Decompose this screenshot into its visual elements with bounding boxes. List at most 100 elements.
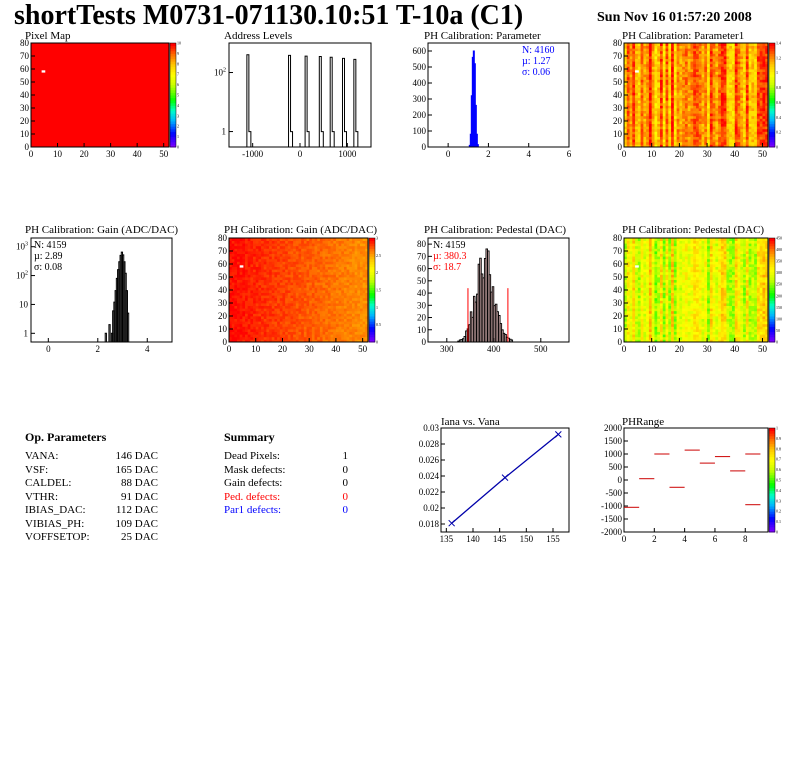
heatmap-cell — [263, 243, 267, 247]
heatmap-cell — [654, 43, 658, 46]
heatmap-cell — [333, 290, 337, 293]
heatmap-cell — [277, 274, 281, 278]
heatmap-cell — [682, 76, 686, 80]
heatmap-cell — [687, 144, 691, 148]
heatmap-cell — [646, 318, 650, 322]
y-tick-label: 70 — [417, 251, 427, 261]
heatmap-cell — [319, 329, 323, 332]
heatmap-cell — [234, 264, 238, 267]
heatmap-cell — [285, 287, 289, 291]
heatmap-cell — [643, 115, 647, 119]
heatmap-cell — [648, 84, 653, 88]
heatmap-cell — [327, 313, 331, 317]
heatmap-cell — [319, 258, 323, 262]
heatmap-cell — [745, 92, 750, 96]
heatmap-cell — [726, 139, 730, 143]
histogram-bin — [475, 133, 478, 147]
heatmap-cell — [679, 121, 683, 124]
heatmap-cell — [698, 105, 702, 109]
heatmap-cell — [359, 258, 364, 262]
y-tick-label: 20 — [218, 311, 228, 321]
heatmap-cell — [293, 300, 297, 304]
heatmap-cell — [239, 308, 243, 312]
heatmap-cell — [274, 336, 278, 340]
heatmap-cell — [624, 95, 628, 98]
heatmap-cell — [277, 245, 281, 249]
heatmap-cell — [632, 43, 636, 46]
histogram-fill — [506, 337, 508, 342]
heatmap-cell — [740, 110, 744, 114]
heatmap-cell — [640, 110, 644, 114]
colorbar-cell — [170, 66, 176, 70]
heatmap-cell — [723, 113, 727, 117]
colorbar-tick-label: 1.5 — [376, 288, 381, 293]
heatmap-cell — [723, 89, 727, 93]
heatmap-cell — [266, 256, 270, 260]
heatmap-cell — [732, 126, 736, 130]
heatmap-cell — [671, 84, 675, 88]
heatmap-cell — [693, 89, 697, 93]
heatmap-cell — [271, 284, 275, 288]
colorbar-cell — [369, 318, 375, 322]
heatmap-cell — [245, 326, 249, 330]
heatmap-cell — [338, 256, 342, 260]
heatmap-cell — [646, 48, 650, 52]
heatmap-cell — [279, 336, 283, 340]
y-tick-label: 600 — [413, 46, 427, 56]
heatmap-cell — [335, 290, 339, 293]
heatmap-cell — [362, 290, 366, 293]
heatmap-cell — [245, 334, 249, 338]
heatmap-cell — [362, 277, 366, 280]
heatmap-cell — [712, 102, 716, 106]
heatmap-cell — [261, 245, 265, 249]
heatmap-cell — [322, 243, 326, 247]
heatmap-cell — [365, 256, 369, 260]
y-tick-label: 0 — [618, 142, 623, 152]
heatmap-cell — [690, 102, 694, 106]
heatmap-cell — [317, 284, 321, 288]
heatmap-cell — [646, 82, 650, 85]
heatmap-cell — [720, 136, 725, 140]
heatmap-cell — [759, 92, 763, 96]
heatmap-cell — [756, 128, 761, 132]
heatmap-cell — [258, 295, 262, 299]
heatmap-cell — [665, 43, 669, 46]
heatmap-cell — [698, 97, 702, 101]
heatmap-cell — [709, 141, 714, 145]
heatmap-cell — [314, 248, 318, 252]
heatmap-cell — [325, 279, 329, 283]
heatmap-cell — [701, 121, 705, 124]
heatmap-cell — [285, 251, 289, 254]
heatmap-cell — [648, 321, 653, 325]
heatmap-cell — [247, 323, 251, 327]
heatmap-cell — [745, 105, 750, 109]
heatmap-cell — [319, 264, 323, 267]
heatmap-cell — [704, 61, 708, 65]
heatmap-cell — [748, 131, 752, 135]
heatmap-cell — [662, 123, 666, 127]
heatmap-cell — [684, 97, 689, 101]
heatmap-cell — [242, 323, 246, 327]
heatmap-cell — [657, 95, 661, 98]
heatmap-cell — [712, 97, 716, 101]
heatmap-cell — [720, 63, 725, 67]
heatmap-cell — [293, 261, 297, 265]
heatmap-cell — [629, 74, 633, 78]
panel-title-gainmap: PH Calibration: Gain (ADC/DAC) — [224, 224, 377, 236]
heatmap-cell — [737, 121, 741, 124]
heatmap-cell — [640, 318, 644, 322]
heatmap-cell — [643, 131, 647, 135]
heatmap-cell — [626, 290, 630, 293]
heatmap-cell — [640, 269, 644, 273]
heatmap-cell — [693, 115, 697, 119]
heatmap-cell — [759, 84, 763, 88]
heatmap-cell — [635, 110, 639, 114]
heatmap-cell — [282, 256, 286, 260]
heatmap-cell — [748, 79, 752, 83]
heatmap-cell — [701, 66, 705, 70]
heatmap-cell — [737, 115, 741, 119]
heatmap-cell — [343, 253, 348, 257]
heatmap-cell — [333, 271, 337, 275]
histogram-fill — [485, 248, 488, 342]
